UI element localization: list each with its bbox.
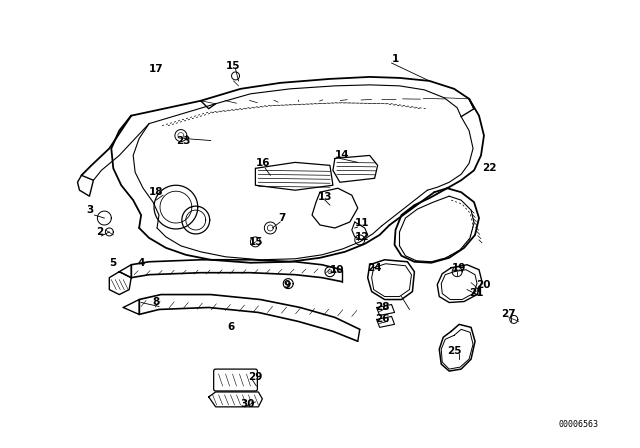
Text: 28: 28 <box>374 302 389 312</box>
Text: 3: 3 <box>86 205 93 215</box>
Text: 12: 12 <box>355 232 369 242</box>
Text: 5: 5 <box>109 258 117 268</box>
Text: 22: 22 <box>482 164 496 173</box>
Text: 6: 6 <box>227 323 234 332</box>
Text: 15: 15 <box>248 237 263 247</box>
Text: 16: 16 <box>255 159 270 168</box>
Text: 9: 9 <box>284 280 291 289</box>
Text: 29: 29 <box>248 372 263 382</box>
Text: 11: 11 <box>355 218 369 228</box>
Text: 17: 17 <box>148 64 163 74</box>
Text: 30: 30 <box>241 399 255 409</box>
Text: 24: 24 <box>367 263 382 273</box>
Text: 15: 15 <box>225 61 240 71</box>
Text: 21: 21 <box>469 288 484 297</box>
Text: 7: 7 <box>278 213 285 223</box>
Text: 20: 20 <box>476 280 490 289</box>
Text: 1: 1 <box>392 54 399 64</box>
Text: 26: 26 <box>374 314 389 324</box>
Text: 8: 8 <box>152 297 159 306</box>
Text: 13: 13 <box>318 192 333 202</box>
Text: 10: 10 <box>330 265 344 275</box>
Text: 00006563: 00006563 <box>558 420 598 429</box>
Text: 23: 23 <box>176 136 190 146</box>
Text: 18: 18 <box>149 187 164 197</box>
Text: 27: 27 <box>502 310 516 319</box>
Text: 4: 4 <box>138 258 145 268</box>
Text: 2: 2 <box>96 227 103 237</box>
Text: 19: 19 <box>452 263 467 273</box>
Text: 25: 25 <box>447 346 461 356</box>
Text: 14: 14 <box>335 151 349 160</box>
